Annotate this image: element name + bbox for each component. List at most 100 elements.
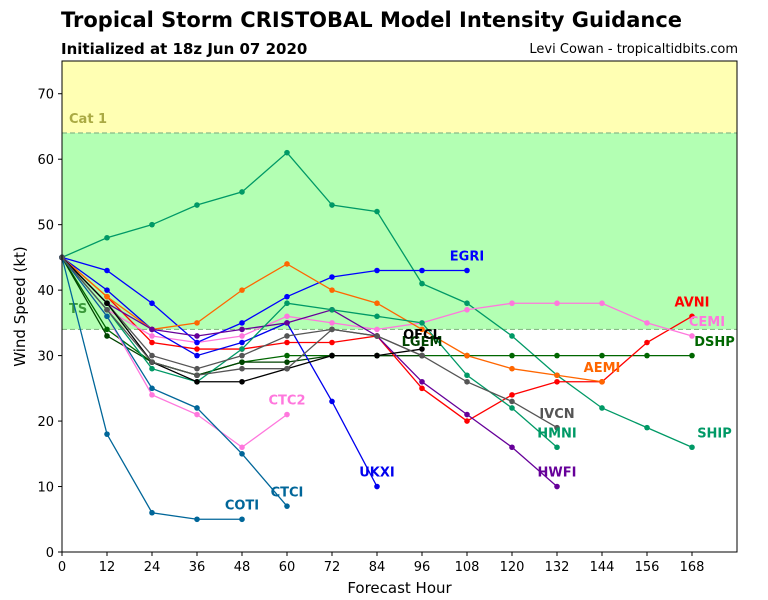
y-tick-label: 10 xyxy=(37,481,54,496)
data-point-hmni xyxy=(284,300,290,307)
data-point-ship xyxy=(644,424,650,431)
x-tick-label: 168 xyxy=(680,560,705,575)
data-point-ofcl xyxy=(104,300,110,307)
data-point-dshp xyxy=(554,352,560,359)
data-point-avni xyxy=(329,339,335,346)
data-point-ivcn xyxy=(239,352,245,359)
data-point-dshp xyxy=(644,352,650,359)
data-point-avni xyxy=(689,313,695,320)
band-label-ts: TS xyxy=(69,302,87,317)
data-point-hwfi xyxy=(284,320,290,326)
data-point-avni xyxy=(149,339,155,346)
data-point-aemi xyxy=(599,378,605,385)
chart-title: Tropical Storm CRISTOBAL Model Intensity… xyxy=(61,8,683,32)
data-point-ofcl xyxy=(239,378,245,385)
data-point-ctci xyxy=(104,313,110,320)
data-point-egri xyxy=(329,274,335,280)
data-point-ship xyxy=(329,202,335,208)
data-point-coti xyxy=(149,509,155,516)
y-axis-title: Wind Speed (kt) xyxy=(11,246,29,367)
data-point-dshp xyxy=(509,352,515,359)
chart-credit: Levi Cowan - tropicaltidbits.com xyxy=(529,42,738,57)
data-point-ctci xyxy=(149,385,155,392)
data-point-avni xyxy=(419,385,425,392)
data-point-egri xyxy=(149,300,155,307)
y-tick-label: 70 xyxy=(37,88,54,103)
series-label-dshp: DSHP xyxy=(694,335,735,350)
data-point-aemi xyxy=(554,372,560,379)
data-point-ivcn xyxy=(149,352,155,359)
data-point-hmni xyxy=(509,405,515,411)
data-point-ukxi xyxy=(374,483,380,490)
data-point-cemi xyxy=(239,333,245,339)
data-point-hmni xyxy=(464,372,470,379)
data-point-ivcn xyxy=(554,424,560,431)
data-point-ship xyxy=(284,149,290,156)
data-point-egri xyxy=(464,267,470,274)
data-point-ofci-gray xyxy=(149,359,155,365)
plot-frame xyxy=(61,60,738,553)
data-point-hwfi xyxy=(194,333,200,339)
data-point-hwfi xyxy=(509,444,515,451)
x-tick-label: 0 xyxy=(58,560,66,575)
data-point-ship xyxy=(689,444,695,451)
data-point-ship xyxy=(239,189,245,195)
data-point-ship xyxy=(149,221,155,228)
data-point-cemi xyxy=(284,313,290,320)
data-point-ship xyxy=(509,333,515,339)
data-point-ship xyxy=(104,234,110,241)
data-point-ctc2 xyxy=(149,392,155,398)
data-point-lgem xyxy=(104,333,110,339)
data-point-avni xyxy=(194,346,200,352)
x-tick-label: 108 xyxy=(455,560,480,575)
data-point-ctc2 xyxy=(284,411,290,418)
data-point-ukxi xyxy=(194,352,200,359)
x-tick-label: 24 xyxy=(144,560,161,575)
x-tick-label: 156 xyxy=(635,560,660,575)
x-tick-label: 36 xyxy=(189,560,206,575)
data-point-ofcl xyxy=(329,352,335,359)
band-ts xyxy=(62,133,737,330)
y-tick-label: 0 xyxy=(46,546,54,561)
series-label-ctc2: CTC2 xyxy=(269,394,306,409)
data-point-ivcn xyxy=(284,333,290,339)
data-point-ctci xyxy=(194,405,200,411)
data-point-hmni xyxy=(239,346,245,352)
data-point-lgem xyxy=(239,359,245,365)
series-label-cemi: CEMI xyxy=(689,315,725,330)
data-point-ship xyxy=(419,280,425,287)
data-point-egri xyxy=(104,267,110,274)
data-point-ukxi xyxy=(104,287,110,293)
data-point-ship xyxy=(599,405,605,411)
data-point-cemi xyxy=(599,300,605,307)
series-points xyxy=(59,149,695,523)
data-point-coti xyxy=(104,431,110,437)
x-axis-title: Forecast Hour xyxy=(347,579,452,597)
data-point-avni xyxy=(644,339,650,346)
data-point-aemi xyxy=(464,352,470,359)
data-point-ctci xyxy=(284,503,290,509)
x-axis: 0 12 24 36 48 60 72 84 96 108 120 132 144 156 168 xyxy=(58,552,705,575)
data-point-ofci-gray xyxy=(374,333,380,339)
y-tick-label: 30 xyxy=(37,350,54,365)
data-point-cemi xyxy=(689,333,695,339)
x-tick-label: 60 xyxy=(279,560,296,575)
data-point-ofcl xyxy=(419,346,425,352)
data-point-ofci-gray xyxy=(284,365,290,372)
series-label-ship: SHIP xyxy=(697,426,732,441)
x-tick-label: 144 xyxy=(590,560,615,575)
x-tick-label: 96 xyxy=(414,560,431,575)
data-point-hwfi xyxy=(239,326,245,333)
data-point-dshp xyxy=(599,352,605,359)
data-point-ship xyxy=(194,202,200,208)
series-line-hmni xyxy=(61,256,558,448)
data-point-ofci-gray xyxy=(239,365,245,372)
x-tick-label: 132 xyxy=(545,560,570,575)
data-point-ivcn xyxy=(464,378,470,385)
data-point-egri xyxy=(194,339,200,346)
series-label-ofcl: OFCL xyxy=(403,328,441,343)
series-line-ukxi xyxy=(61,256,378,487)
data-point-hwfi xyxy=(464,411,470,418)
series-line-ctci xyxy=(61,257,288,507)
